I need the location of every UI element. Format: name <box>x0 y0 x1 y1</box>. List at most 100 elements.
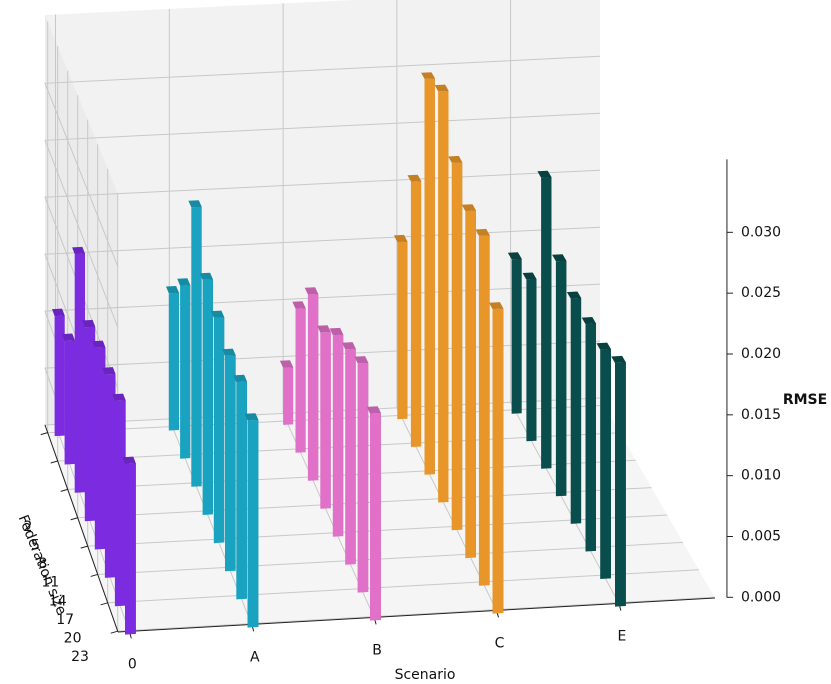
bar-front <box>451 162 463 531</box>
x-axis-label: Scenario <box>395 667 456 683</box>
y-tick <box>50 460 58 464</box>
bar-top <box>92 340 106 348</box>
bar-top <box>102 367 116 375</box>
bar-top <box>188 200 202 208</box>
bar-top <box>210 310 225 318</box>
bar-front <box>492 308 504 614</box>
bar-top <box>507 252 522 260</box>
bar-top <box>317 325 331 333</box>
y-tick-label: 23 <box>71 649 89 665</box>
bar-front <box>283 367 294 425</box>
z-tick-label: 0.010 <box>741 468 781 484</box>
bar-front <box>357 362 369 593</box>
x-tick-label: 0 <box>128 656 137 672</box>
bar-front <box>320 331 331 509</box>
bar-front <box>410 181 422 447</box>
y-tick <box>90 573 98 577</box>
bar-top <box>434 84 449 92</box>
x-tick-label: C <box>495 635 505 651</box>
bar-front <box>180 285 191 459</box>
bar-top <box>52 308 65 317</box>
bar-front <box>191 206 202 487</box>
bar-top <box>611 355 626 363</box>
bar-front <box>397 241 408 420</box>
bar-top <box>407 174 422 182</box>
y-tick-label: 11 <box>41 575 59 591</box>
bar-front <box>64 340 75 465</box>
bar-top <box>537 170 552 178</box>
y-tick <box>60 488 68 492</box>
z-tick-label: 0.025 <box>741 285 781 301</box>
bar-front <box>54 315 65 437</box>
grid-line-x <box>510 0 620 604</box>
x-tick-label: E <box>617 628 626 644</box>
bar-top <box>199 272 213 280</box>
bar-front <box>424 78 435 475</box>
bar-front <box>236 381 247 600</box>
bar-front <box>438 90 449 503</box>
y-tick-label: 17 <box>56 612 74 628</box>
bar-top <box>475 228 490 236</box>
bar-front <box>555 260 567 497</box>
bar-front <box>615 362 626 607</box>
y-tick-label: 5 <box>31 538 40 554</box>
z-tick-label: 0.015 <box>741 407 781 423</box>
bar-front <box>570 298 582 524</box>
z-tick-label: 0.005 <box>741 528 781 544</box>
bar-top <box>448 155 463 163</box>
bar-front <box>526 279 537 442</box>
bar-top <box>82 319 96 328</box>
bar-top <box>122 456 136 465</box>
bar-top <box>489 302 504 310</box>
bar-front <box>307 294 319 481</box>
bar-top <box>112 393 126 401</box>
bar-top <box>552 254 567 262</box>
bar-top <box>329 327 344 336</box>
bar-top <box>366 406 381 414</box>
bar-front <box>332 334 344 537</box>
bar-top <box>393 234 408 243</box>
z-tick-label: 0.020 <box>741 346 781 362</box>
bar-top <box>304 287 319 295</box>
grid-line <box>44 55 601 268</box>
bar-front <box>213 317 225 544</box>
y-tick-label: 20 <box>64 630 82 646</box>
y-axis <box>44 424 119 633</box>
bar-front <box>370 412 381 621</box>
bar-front <box>125 463 136 635</box>
bar-top <box>596 342 611 350</box>
y-tick-label: 2 <box>24 519 33 535</box>
bar-front <box>74 253 85 493</box>
bar-top <box>166 286 179 294</box>
bar-top <box>461 204 476 212</box>
y-tick <box>70 517 78 521</box>
bar-front <box>247 419 259 628</box>
grid-line-x <box>396 0 497 611</box>
x-tick-label: B <box>372 642 382 658</box>
bar-top <box>62 333 75 341</box>
bar-front <box>104 373 116 578</box>
y-tick <box>100 602 108 606</box>
bar-top <box>522 272 537 280</box>
bar-front <box>600 349 611 579</box>
bar-front <box>465 210 476 559</box>
bar-front <box>585 323 596 552</box>
bar-front <box>114 400 126 607</box>
bar-top <box>354 356 369 364</box>
grid-line <box>44 112 601 328</box>
bar-top <box>279 360 294 368</box>
y-tick-label: 14 <box>49 593 67 609</box>
bar-front <box>478 235 490 586</box>
bar-front <box>511 258 522 414</box>
bar-front <box>225 355 236 572</box>
x-tick-label: A <box>250 649 260 665</box>
bar-top <box>233 374 247 383</box>
bar-front <box>168 292 179 431</box>
bar-front <box>84 326 96 522</box>
bar-top <box>566 291 582 299</box>
z-tick-label: 0.000 <box>741 589 781 605</box>
bar-top <box>581 317 596 325</box>
bar-top <box>177 278 191 286</box>
bar-front <box>345 348 356 565</box>
